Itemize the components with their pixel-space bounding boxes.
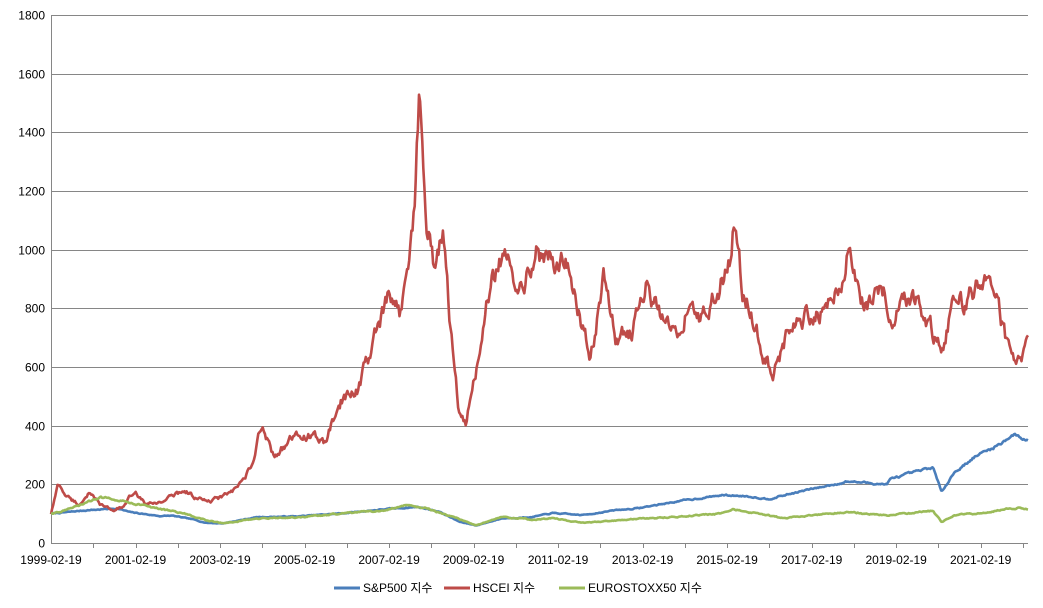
series-line-2 <box>49 93 1030 515</box>
y-tick-label: 1600 <box>18 68 45 82</box>
legend-label: S&P500 지수 <box>363 581 432 595</box>
legend-label: HSCEI 지수 <box>473 581 535 595</box>
axes: 0 200 400 600 800 1000 1200 1400 1600 1800 1999-02… <box>18 9 1024 567</box>
legend: S&P500 지수 HSCEI 지수 EUROSTOXX50 지수 <box>334 581 702 595</box>
y-tick-label: 1200 <box>18 185 45 199</box>
y-tick-label: 0 <box>38 537 45 551</box>
x-tick-label: 2013-02-19 <box>612 553 674 567</box>
x-tick-label: 2007-02-19 <box>358 553 420 567</box>
x-tick-label: 2001-02-19 <box>105 553 167 567</box>
y-tick-label: 400 <box>25 420 45 434</box>
series-lines <box>49 93 1030 527</box>
x-tick-label: 2017-02-19 <box>781 553 843 567</box>
y-tick-label: 800 <box>25 302 45 316</box>
series-line-1 <box>50 432 1029 527</box>
x-tick-label: 1999-02-19 <box>20 553 82 567</box>
x-tick-label: 2009-02-19 <box>443 553 505 567</box>
x-tick-label: 2019-02-19 <box>865 553 927 567</box>
x-tick-label: 2011-02-19 <box>528 553 589 567</box>
y-tick-label: 1000 <box>18 244 45 258</box>
legend-label: EUROSTOXX50 지수 <box>588 581 702 595</box>
x-tick-label: 2005-02-19 <box>274 553 336 567</box>
y-tick-label: 1400 <box>18 126 45 140</box>
x-tick-label: 2015-02-19 <box>696 553 758 567</box>
gridlines <box>51 15 1028 544</box>
y-tick-label: 600 <box>25 361 45 375</box>
x-tick-label: 2021-02-19 <box>950 553 1012 567</box>
y-tick-label: 200 <box>25 478 45 492</box>
x-tick-label: 2003-02-19 <box>189 553 251 567</box>
y-tick-label: 1800 <box>18 9 45 23</box>
series-line-3 <box>50 495 1029 527</box>
